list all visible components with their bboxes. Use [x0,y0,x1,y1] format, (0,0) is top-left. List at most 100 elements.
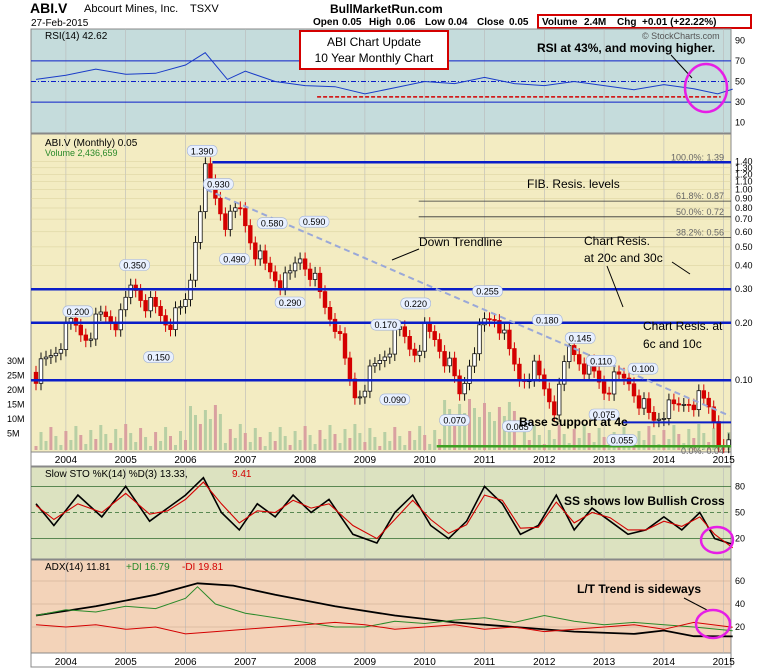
volume-bar [238,424,242,450]
volume-bar [49,427,53,450]
rsi-series [35,52,733,95]
rsi-tick-label: 30 [735,97,745,107]
peak-label-box [298,215,330,228]
volume-bar [637,431,641,450]
candle-body [48,355,54,358]
sto-k-line [35,476,733,546]
candle-body [78,324,83,336]
volume-bar [313,444,317,450]
rsi-tick-label: 50 [735,77,745,87]
peak-label: 0.145 [569,333,592,343]
candle-body [88,338,93,341]
volume-bar [403,445,407,450]
peak-label-box [627,362,659,375]
candle-body [611,371,617,395]
peak-label: 0.180 [536,316,559,326]
fib-label: 38.2%: 0.56 [676,228,724,238]
rsi-tick-label: 10 [735,118,745,128]
volume-bar [607,446,611,450]
candle-body [442,351,447,367]
candle-body [651,411,657,421]
volume-bar [602,437,606,450]
volume-bar [433,430,437,450]
candle-body [143,300,148,312]
volume-bar [388,441,392,450]
volume-bar [94,439,98,450]
x-tick-label: 2015 [713,455,736,466]
sto-tick-label: 50 [735,508,745,518]
volume-bar [109,443,113,450]
volume-bar [248,442,252,450]
volume-bar [218,414,222,450]
fib-annotation: FIB. Resis. levels [527,177,620,191]
volume-bar [308,435,312,450]
candle-body [542,374,547,390]
volume-bar [119,438,123,450]
volume-bar [338,443,342,450]
candle-body [103,311,108,317]
candle-body [402,326,407,337]
candle-body [666,399,672,419]
candle-body [646,398,652,413]
price-tick-label: 0.70 [735,214,753,224]
volume-bar [298,440,302,450]
price-tick-label: 0.30 [735,284,753,294]
candle-body [567,345,572,363]
site-title: BullMarketRun.com [330,2,443,16]
candle-body [641,398,647,409]
candle-body [497,320,502,334]
volume-bar [358,433,362,450]
volume-bar [502,416,506,450]
candle-body [507,329,512,350]
candle-body [577,354,582,365]
volume-bar [697,424,701,450]
company-name: Abcourt Mines, Inc. [84,3,178,15]
volume-bar [363,442,367,450]
close-value: 0.05 [509,17,529,28]
candle-body [462,382,467,395]
volume-bar [348,438,352,450]
volume-bar [144,437,148,450]
candle-body [128,284,133,298]
peak-label-box [588,408,620,421]
volume-bar [373,437,377,450]
support-annotation: Base Support at 4c [519,415,628,429]
volume-bar [667,439,671,450]
candle-body [93,313,98,340]
x-tick-label: 2008 [294,455,317,466]
candle-body [302,258,308,270]
candle-body [427,323,432,332]
peak-label: 1.390 [191,146,214,156]
volume-bar [577,438,581,450]
adx-pointer [683,597,708,611]
resistance-1-line1: Chart Resis. [584,234,650,248]
volume-bar [154,432,158,450]
x-tick-label-bottom: 2007 [234,657,257,668]
volume-bar [213,405,217,450]
x-tick-label: 2005 [115,455,138,466]
sto-annotation: SS shows low Bullish Cross [564,494,725,508]
price-tick-label: 0.40 [735,260,753,270]
volume-bar [468,399,471,450]
candle-body [676,403,681,406]
peak-label-box [531,314,563,326]
candle-body [437,339,442,352]
candle-body [701,390,706,399]
resistance-1b-pointer [671,261,691,275]
candle-body [621,373,627,379]
candle-body [248,225,253,244]
adx-annotation: L/T Trend is sideways [577,582,701,596]
candle-body [661,417,667,420]
volume-bar [453,418,457,450]
volume-tick-label: 5M [7,429,20,439]
candle-body [407,335,412,350]
peak-label-box [203,178,234,190]
price-tick-label: 0.80 [735,203,753,213]
volume-tick-label: 25M [7,371,25,381]
candle-body [552,401,557,416]
rsi-legend: RSI(14) 42.62 [45,31,108,42]
volume-bar [368,428,372,450]
peak-label-box [219,253,250,265]
volume-bar [69,440,73,450]
adx-series [35,582,733,638]
